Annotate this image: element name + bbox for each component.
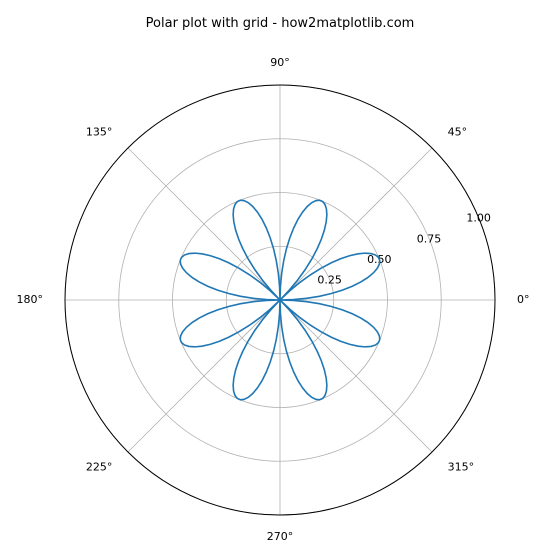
angle-label-315: 315° — [448, 461, 475, 474]
radial-label-1: 1.00 — [466, 212, 491, 225]
angle-label-180: 180° — [17, 293, 44, 306]
radial-label-0.25: 0.25 — [317, 273, 342, 286]
angle-label-270: 270° — [267, 530, 294, 543]
polar-plot: 0.250.500.751.00 0°45°90°135°180°225°270… — [0, 0, 560, 560]
angle-label-225: 225° — [86, 461, 113, 474]
radial-label-0.75: 0.75 — [417, 232, 442, 245]
angle-label-90: 90° — [270, 56, 290, 69]
figure: Polar plot with grid - how2matplotlib.co… — [0, 0, 560, 560]
angle-label-45: 45° — [448, 125, 468, 138]
angle-label-135: 135° — [86, 125, 113, 138]
radial-tick-labels: 0.250.500.751.00 — [317, 212, 490, 287]
angle-label-0: 0° — [517, 293, 530, 306]
